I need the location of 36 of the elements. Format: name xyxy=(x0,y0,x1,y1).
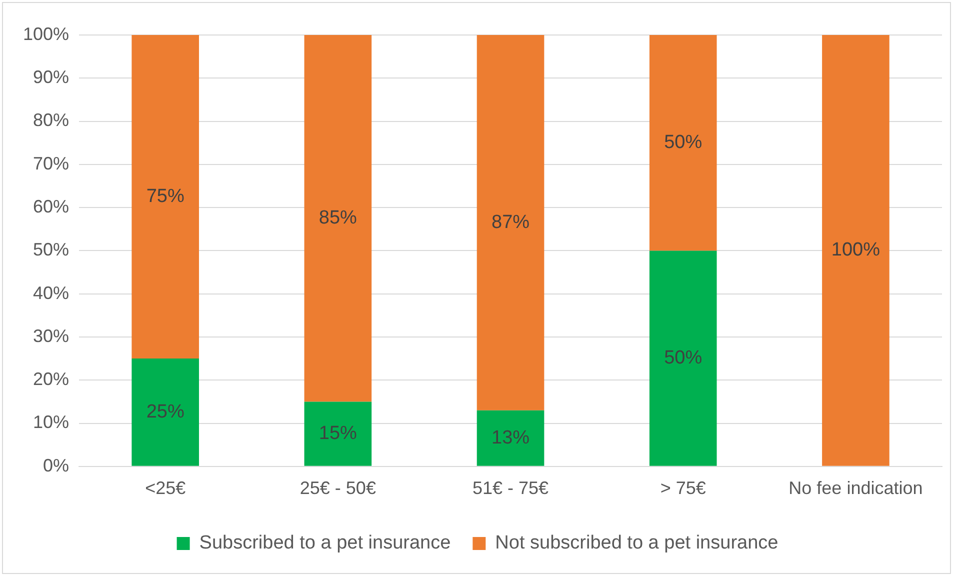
data-label: 85% xyxy=(318,208,358,229)
y-tick-label: 50% xyxy=(33,240,70,260)
bar xyxy=(822,35,890,466)
data-label: 100% xyxy=(831,240,880,261)
bar xyxy=(476,410,544,466)
data-label: 75% xyxy=(146,186,184,208)
y-tick-label: 20% xyxy=(33,369,70,390)
x-tick-label: No fee indication xyxy=(788,478,923,498)
y-tick-label: 30% xyxy=(33,326,70,346)
x-tick-label: 51€ - 75€ xyxy=(472,478,549,498)
x-tick-label: 25€ - 50€ xyxy=(300,478,376,498)
y-tick-label: 80% xyxy=(33,110,70,130)
x-tick-label: <25€ xyxy=(145,478,186,498)
data-label: 15% xyxy=(318,423,358,444)
bar xyxy=(476,35,544,410)
y-tick-label: 40% xyxy=(33,282,70,303)
data-label: 25% xyxy=(146,401,184,422)
bar xyxy=(649,35,717,251)
bar xyxy=(304,35,372,402)
y-tick-label: 100% xyxy=(22,24,70,44)
bar xyxy=(132,35,199,359)
legend-label: Subscribed to a pet insurance xyxy=(199,532,451,554)
y-tick-label: 10% xyxy=(33,412,70,432)
bar xyxy=(304,402,372,466)
y-tick-label: 70% xyxy=(33,153,70,174)
x-tick-label: > 75€ xyxy=(660,478,706,498)
y-tick-label: 60% xyxy=(33,196,70,217)
y-tick-label: 0% xyxy=(43,455,70,476)
data-label: 87% xyxy=(492,212,530,233)
data-label: 50% xyxy=(664,132,702,154)
data-label: 50% xyxy=(664,348,702,369)
data-label: 13% xyxy=(492,427,530,448)
legend-label: Not subscribed to a pet insurance xyxy=(495,532,778,554)
bar xyxy=(649,250,717,466)
y-tick-label: 90% xyxy=(33,67,70,88)
bar xyxy=(132,358,199,466)
